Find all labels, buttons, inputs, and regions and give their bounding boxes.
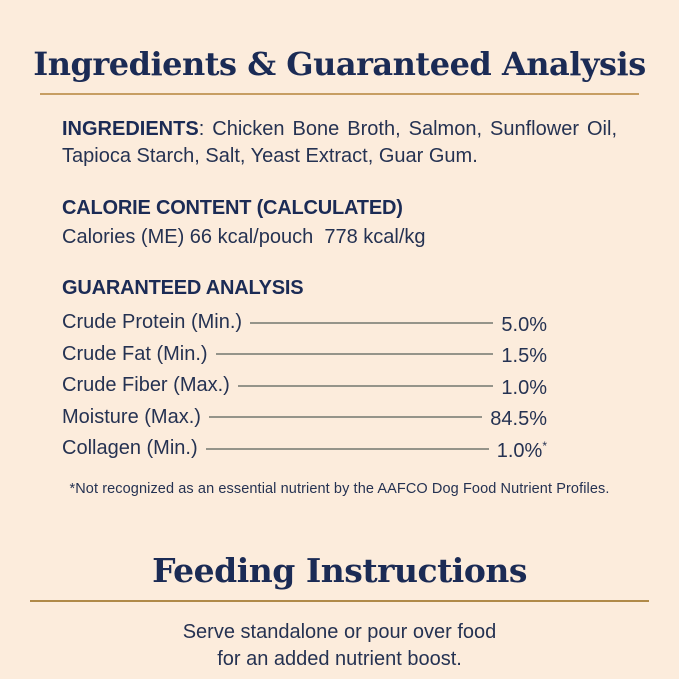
aafco-footnote: *Not recognized as an essential nutrient… [69,480,610,497]
table-row: Crude Protein (Min.) 5.0% [62,307,547,339]
ingredients-list: : Chicken Bone Broth, Salmon, Sunflower … [62,118,617,167]
ingredients-paragraph: INGREDIENTS: Chicken Bone Broth, Salmon,… [62,116,617,170]
analysis-section-title: Ingredients & Guaranteed Analysis [33,45,646,83]
nutrient-label: Crude Fat (Min.) [62,342,208,365]
nutrient-label: Crude Protein (Min.) [62,311,243,334]
value-text: 5.0% [501,313,547,336]
nutrient-value: 5.0% [501,307,547,339]
table-row: Crude Fiber (Max.) 1.0% [62,370,547,402]
leader-line [250,321,494,324]
guaranteed-analysis-table: Crude Protein (Min.) 5.0% Crude Fat (Min… [62,307,547,465]
leader-line [237,384,494,387]
table-row: Crude Fat (Min.) 1.5% [62,339,547,371]
nutrient-label: Collagen (Min.) [62,437,198,460]
feeding-text-line-1: Serve standalone or pour over food [182,620,497,643]
value-text: 1.0% [501,376,547,399]
nutrient-value: 84.5% [490,401,547,433]
calorie-values: Calories (ME) 66 kcal/pouch 778 kcal/kg [62,226,426,248]
footnote-marker: * [542,438,547,453]
nutrient-value: 1.0%* [497,433,547,465]
value-text: 84.5% [490,408,547,431]
guaranteed-analysis-heading: GUARANTEED ANALYSIS [62,277,304,299]
feeding-divider-rule [30,599,649,602]
calorie-content-heading: CALORIE CONTENT (CALCULATED) [62,197,403,219]
ingredients-label: INGREDIENTS [62,118,199,140]
nutrient-value: 1.5% [501,338,547,370]
table-row: Collagen (Min.) 1.0%* [62,433,547,465]
leader-line [215,353,494,356]
value-text: 1.0% [496,439,543,462]
table-row: Moisture (Max.) 84.5% [62,402,547,434]
nutrient-label: Moisture (Max.) [62,405,201,428]
title-divider-rule [40,93,639,95]
value-text: 1.5% [501,345,547,368]
leader-line [205,447,489,450]
nutrient-value: 1.0% [501,370,547,402]
leader-line [208,416,483,419]
feeding-instructions-text: Serve standalone or pour over food for a… [0,619,679,674]
feeding-section-title: Feeding Instructions [152,550,527,590]
feeding-text-line-2: for an added nutrient boost. [217,648,462,670]
nutrient-label: Crude Fiber (Max.) [62,374,230,397]
analysis-content: INGREDIENTS: Chicken Bone Broth, Salmon,… [0,116,679,503]
